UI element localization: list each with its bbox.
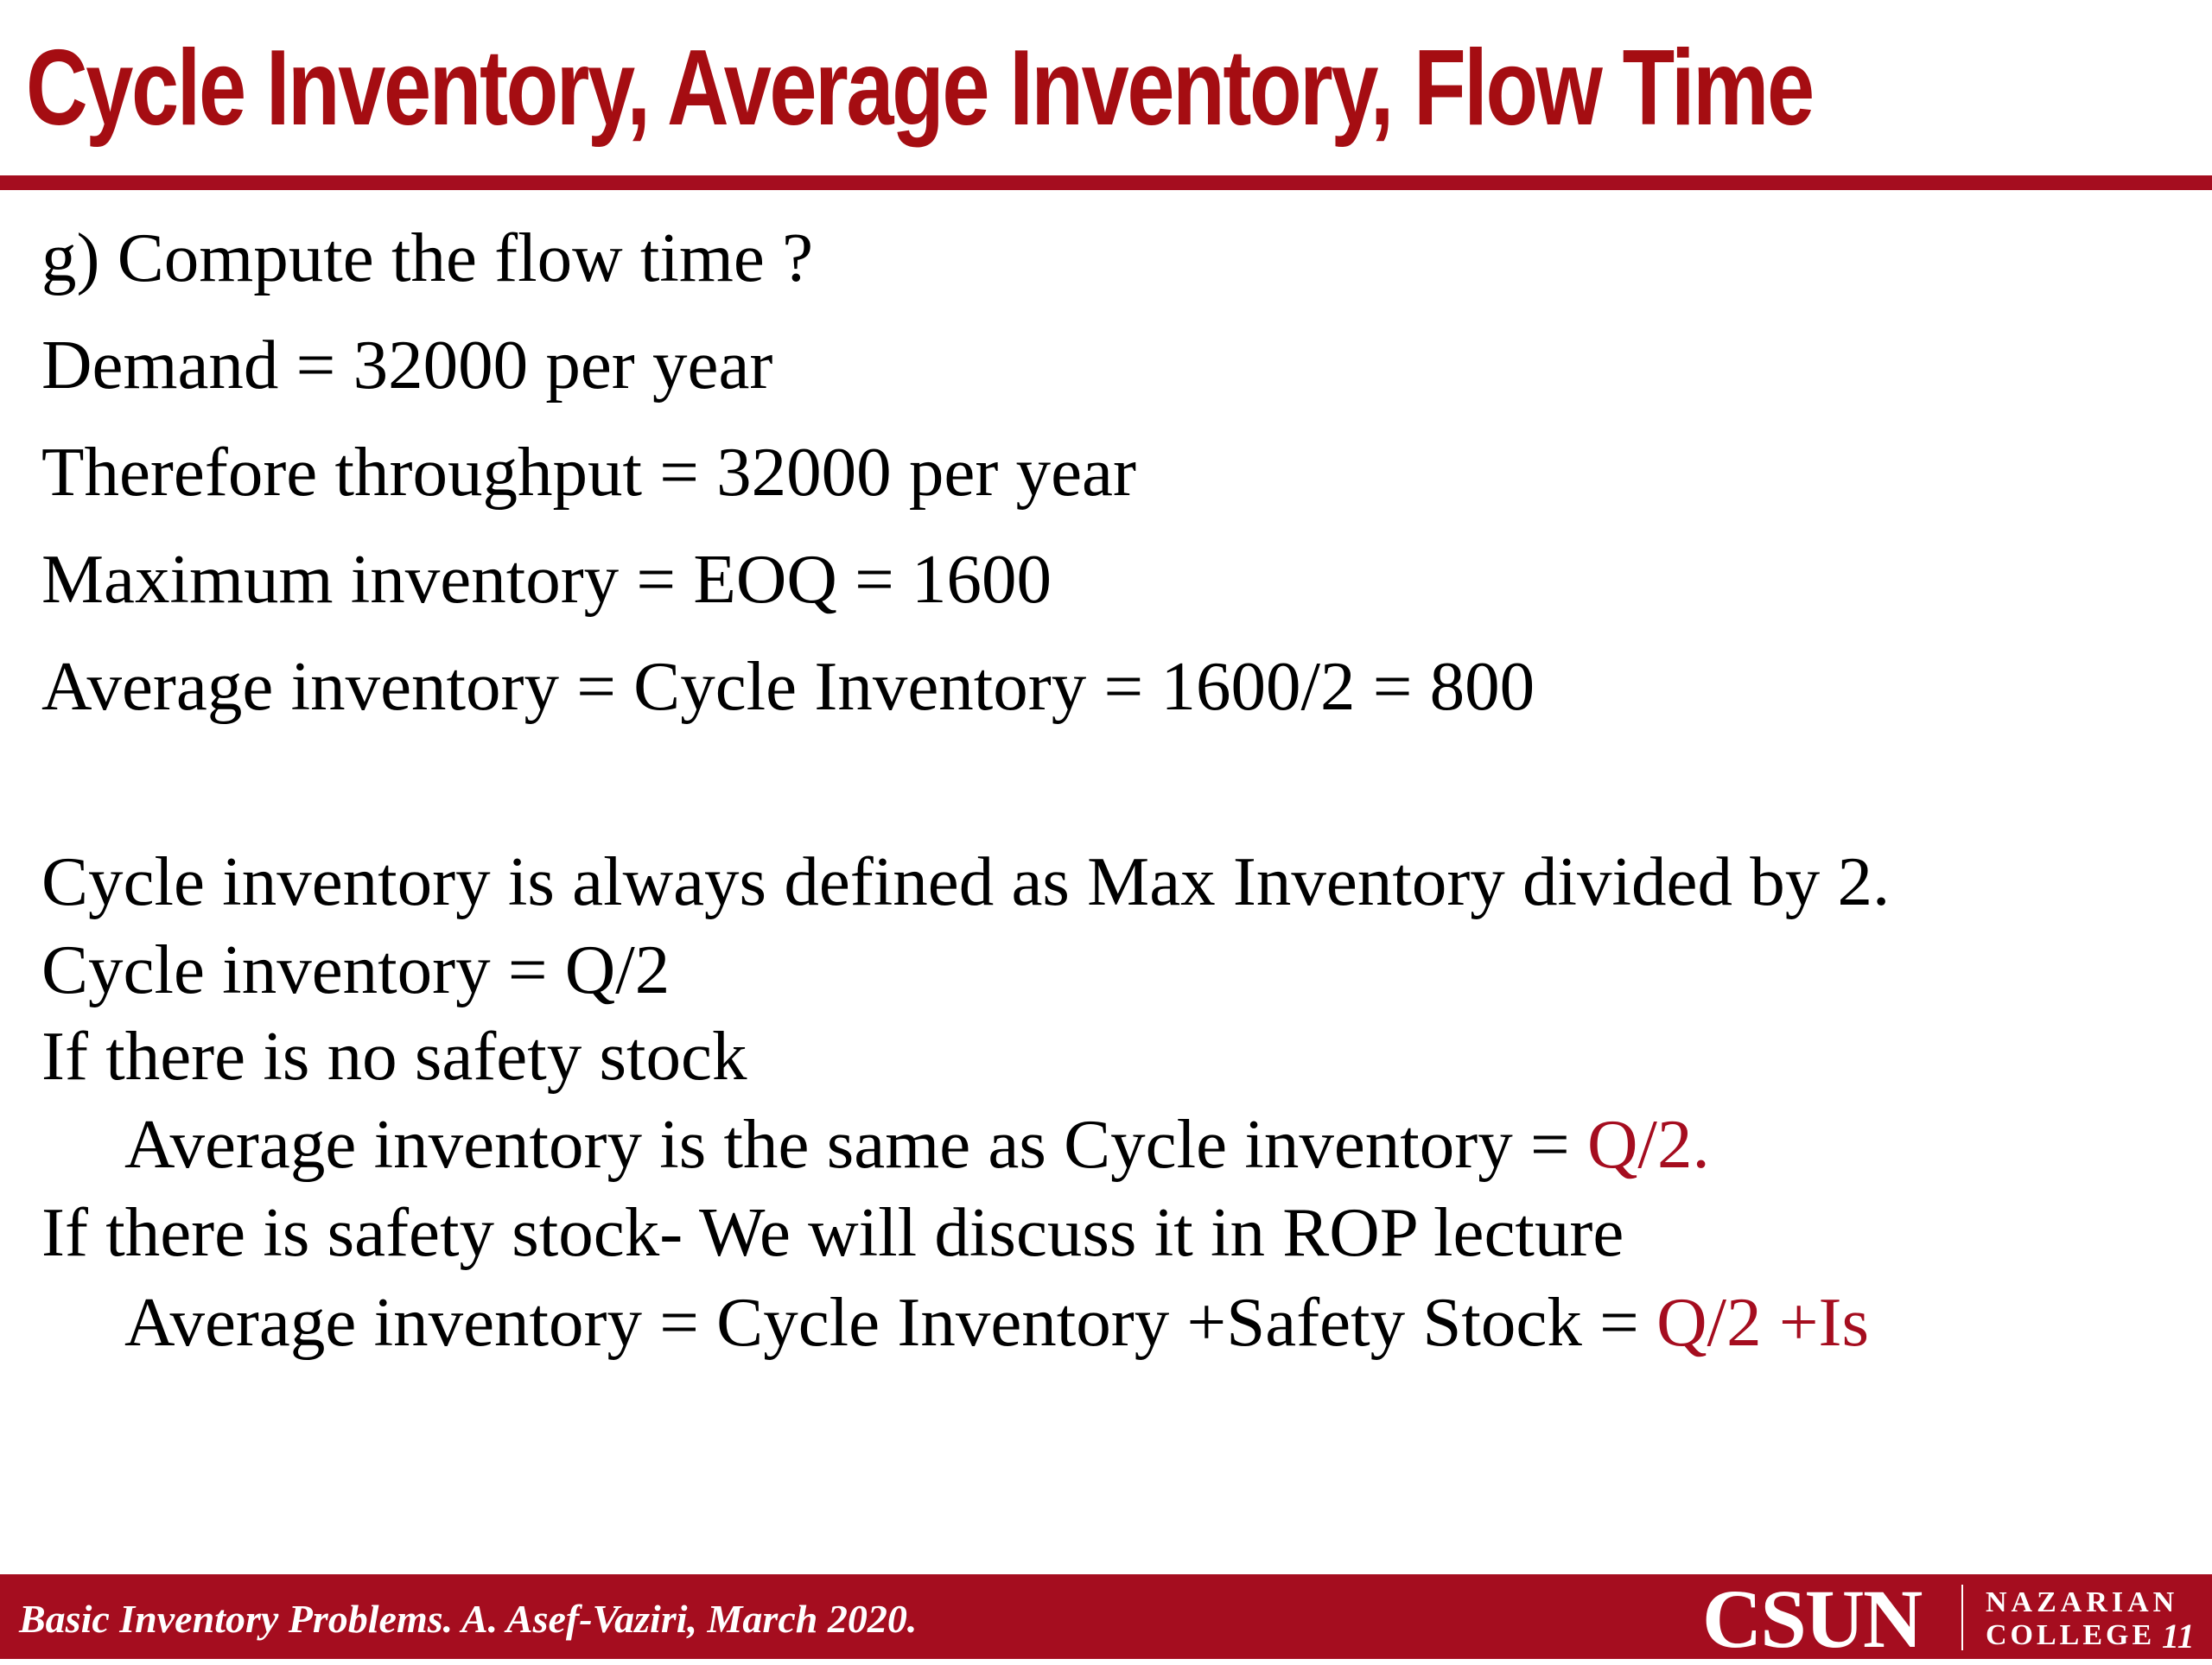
no-safety-stock-line: If there is no safety stock	[41, 1017, 747, 1095]
slide-title: Cycle Inventory, Average Inventory, Flow…	[26, 29, 1815, 148]
with-safety-average-line: Average inventory = Cycle Inventory +Saf…	[124, 1279, 1869, 1365]
with-safety-average-text: Average inventory = Cycle Inventory +Saf…	[124, 1283, 1657, 1361]
question-line: g) Compute the flow time ?	[41, 219, 814, 296]
logo-divider	[1961, 1585, 1963, 1650]
no-safety-average-line: Average inventory is the same as Cycle i…	[124, 1101, 1710, 1187]
demand-line: Demand = 32000 per year	[41, 326, 773, 404]
logo-college: COLLEGE	[1986, 1619, 2156, 1651]
footer-citation: Basic Inventory Problems. A. Asef-Vaziri…	[19, 1597, 918, 1641]
with-safety-stock-line: If there is safety stock- We will discus…	[41, 1193, 1624, 1271]
logo-csun: CSUN	[1702, 1573, 1923, 1665]
footer-bar: Basic Inventory Problems. A. Asef-Vaziri…	[0, 1573, 2212, 1665]
logo-nazarian: NAZARIAN	[1986, 1586, 2179, 1618]
slide-number: 11	[2162, 1617, 2195, 1655]
csun-nazarian-logo: CSUN NAZARIAN COLLEGE	[1702, 1573, 2212, 1665]
no-safety-average-text: Average inventory is the same as Cycle i…	[124, 1105, 1587, 1183]
max-inventory-line: Maximum inventory = EOQ = 1600	[41, 540, 1052, 618]
title-divider	[0, 175, 2212, 190]
average-inventory-line: Average inventory = Cycle Inventory = 16…	[41, 647, 1535, 725]
cycle-definition-line: Cycle inventory is always defined as Max…	[41, 842, 1891, 920]
cycle-formula-line: Cycle inventory = Q/2	[41, 931, 671, 1008]
no-safety-average-value: Q/2.	[1586, 1105, 1710, 1183]
throughput-line: Therefore throughput = 32000 per year	[41, 433, 1136, 511]
with-safety-average-value: Q/2 +Is	[1656, 1283, 1869, 1361]
